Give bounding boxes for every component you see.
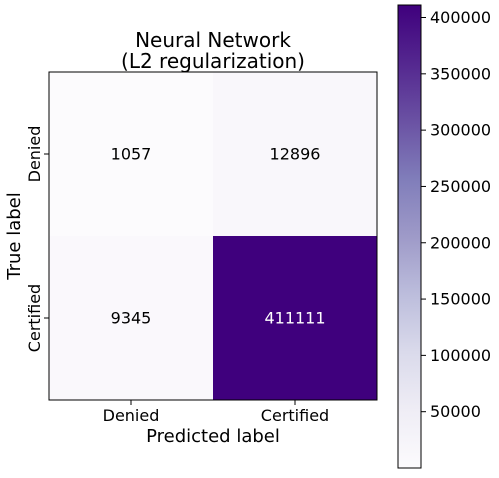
colorbar-tick-label: 200000 [430, 233, 491, 252]
colorbar-tick-label: 300000 [430, 121, 491, 140]
y-axis-label: True label [4, 192, 25, 281]
x-axis-label: Predicted label [146, 426, 280, 447]
x-tick-label: Denied [103, 406, 160, 425]
heatmap-cell [213, 236, 377, 400]
colorbar-tick-label: 50000 [430, 402, 481, 421]
colorbar-ticks: 50000 100000 150000 200000 250000 300000 35000… [421, 8, 491, 421]
heatmap-cell [213, 72, 377, 236]
cell-value-label: 12896 [270, 145, 321, 164]
y-tick-label: Denied [25, 126, 44, 183]
y-axis-ticks: Denied Certified [25, 126, 49, 352]
heatmap-cell [49, 72, 213, 236]
x-axis-ticks: Denied Certified [103, 400, 329, 425]
chart-title-line-2: (L2 regularization) [121, 49, 305, 73]
colorbar-tick-label: 100000 [430, 346, 491, 365]
y-tick-label: Certified [25, 284, 44, 352]
heatmap-cell [49, 236, 213, 400]
chart-title-line-1: Neural Network [135, 28, 291, 52]
colorbar-tick-label: 150000 [430, 290, 491, 309]
colorbar-tick-label: 250000 [430, 177, 491, 196]
cell-value-label: 1057 [111, 145, 152, 164]
colorbar-gradient [397, 4, 422, 469]
cell-value-label: 9345 [111, 309, 152, 328]
cell-value-label: 411111 [264, 309, 325, 328]
colorbar-tick-label: 400000 [430, 8, 491, 27]
colorbar-tick-label: 350000 [430, 64, 491, 83]
heatmap-cells: 1057 12896 9345 411111 [49, 72, 377, 400]
plot-frame [48, 71, 378, 401]
x-tick-label: Certified [261, 406, 329, 425]
